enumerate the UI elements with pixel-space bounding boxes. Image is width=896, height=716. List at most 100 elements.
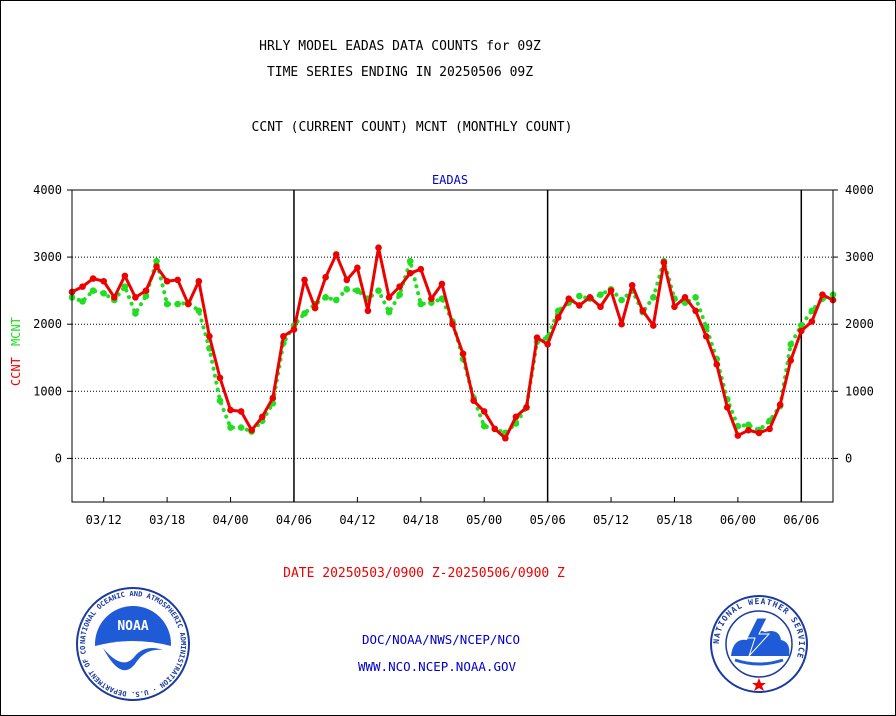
data-point-ccnt: [417, 265, 425, 273]
data-point-ccnt: [660, 259, 668, 266]
data-point-ccnt: [100, 277, 108, 285]
data-point-mcnt: [396, 291, 403, 298]
data-point-ccnt: [290, 326, 298, 333]
data-point-ccnt: [671, 303, 678, 311]
data-point-ccnt: [163, 277, 171, 285]
data-point-ccnt: [195, 277, 203, 285]
data-point-mcnt: [576, 292, 583, 300]
data-point-ccnt: [576, 302, 583, 309]
data-point-ccnt: [142, 287, 150, 294]
x-tick-label: 05/18: [656, 513, 692, 527]
noaa-logo-text: NOAA: [117, 619, 148, 634]
data-point-mcnt: [174, 300, 181, 308]
data-point-mcnt: [787, 341, 795, 348]
x-tick-label: 05/00: [466, 513, 502, 527]
y-tick-label-left: 1000: [33, 384, 62, 398]
x-tick-label: 04/18: [403, 513, 439, 527]
data-point-ccnt: [269, 394, 277, 402]
data-point-ccnt: [745, 426, 752, 434]
data-point-ccnt: [491, 425, 499, 433]
data-point-mcnt: [745, 421, 752, 429]
y-tick-label-right: 2000: [845, 317, 874, 331]
noaa-logo-icon: NATIONAL OCEANIC AND ATMOSPHERIC ADMINIS…: [73, 584, 190, 701]
y-tick-label-left: 3000: [33, 250, 62, 264]
chart-header-line2: TIME SERIES ENDING IN 20250506 09Z: [266, 65, 534, 80]
data-point-mcnt: [808, 307, 816, 315]
series-layer: [68, 244, 837, 442]
data-point-ccnt: [533, 334, 541, 341]
y-tick-label-left: 0: [55, 451, 62, 465]
series-line-mcnt: [70, 253, 835, 436]
data-point-ccnt: [396, 283, 403, 290]
x-tick-label: 05/06: [530, 513, 566, 527]
data-point-ccnt: [755, 429, 763, 437]
data-point-ccnt: [554, 314, 562, 321]
data-point-ccnt: [639, 307, 647, 315]
data-point-mcnt: [354, 287, 361, 294]
data-point-mcnt: [692, 294, 699, 301]
plot-border: [71, 189, 834, 503]
data-point-mcnt: [343, 286, 351, 293]
data-point-ccnt: [322, 273, 329, 281]
data-point-mcnt: [121, 283, 129, 290]
y-axis-label-ccnt: CCNT: [9, 357, 23, 386]
website-link[interactable]: WWW.NCO.NCEP.NOAA.GOV: [357, 659, 517, 674]
data-point-ccnt: [523, 404, 530, 411]
data-point-mcnt: [216, 397, 224, 404]
x-tick-label: 05/12: [593, 513, 629, 527]
data-point-ccnt: [734, 432, 742, 439]
data-point-ccnt: [449, 320, 456, 328]
data-point-ccnt: [121, 272, 129, 280]
data-point-ccnt: [597, 303, 604, 311]
data-point-ccnt: [797, 327, 805, 335]
data-point-ccnt: [237, 408, 245, 415]
data-point-ccnt: [776, 401, 784, 409]
data-point-ccnt: [724, 404, 731, 411]
data-point-mcnt: [650, 294, 657, 301]
x-tick-label: 06/00: [720, 513, 756, 527]
data-point-mcnt: [89, 287, 97, 294]
data-point-ccnt: [480, 408, 488, 415]
data-point-ccnt: [766, 425, 773, 433]
data-point-ccnt: [470, 397, 477, 404]
y-tick-label-left: 2000: [33, 317, 62, 331]
data-point-ccnt: [364, 307, 372, 315]
data-point-ccnt: [174, 276, 181, 284]
x-tick-label: 06/06: [783, 513, 819, 527]
data-point-ccnt: [332, 251, 340, 258]
y-tick-label-left: 4000: [33, 183, 62, 197]
data-point-ccnt: [343, 276, 351, 284]
data-point-mcnt: [480, 422, 488, 430]
y-axis-label-mcnt: MCNT: [9, 317, 23, 346]
data-point-ccnt: [808, 318, 816, 325]
y-tick-label-right: 0: [845, 451, 852, 465]
data-point-ccnt: [184, 300, 192, 308]
data-point-ccnt: [258, 413, 266, 421]
data-point-ccnt: [89, 275, 97, 282]
data-point-mcnt: [301, 310, 308, 317]
data-point-ccnt: [586, 294, 594, 301]
data-point-ccnt: [650, 322, 657, 329]
data-point-ccnt: [301, 276, 308, 284]
data-point-ccnt: [618, 320, 625, 328]
data-point-mcnt: [237, 424, 245, 431]
chart-header-line1: HRLY MODEL EADAS DATA COUNTS for 09Z: [259, 39, 541, 54]
data-point-ccnt: [216, 374, 224, 382]
data-point-mcnt: [163, 300, 171, 308]
y-tick-label-right: 3000: [845, 250, 874, 264]
data-point-ccnt: [79, 283, 86, 290]
data-point-mcnt: [100, 290, 108, 297]
data-point-mcnt: [375, 287, 382, 294]
data-point-ccnt: [153, 263, 160, 270]
data-point-mcnt: [322, 294, 329, 301]
chart-header-line3: CCNT (CURRENT COUNT) MCNT (MONTHLY COUNT…: [251, 120, 573, 135]
data-point-mcnt: [597, 291, 604, 298]
x-tick-label: 04/00: [212, 513, 248, 527]
x-tick-label: 04/12: [339, 513, 375, 527]
data-point-ccnt: [280, 332, 287, 340]
data-point-ccnt: [110, 294, 118, 301]
data-point-mcnt: [332, 296, 340, 304]
data-point-ccnt: [819, 291, 826, 298]
data-point-ccnt: [311, 304, 319, 312]
